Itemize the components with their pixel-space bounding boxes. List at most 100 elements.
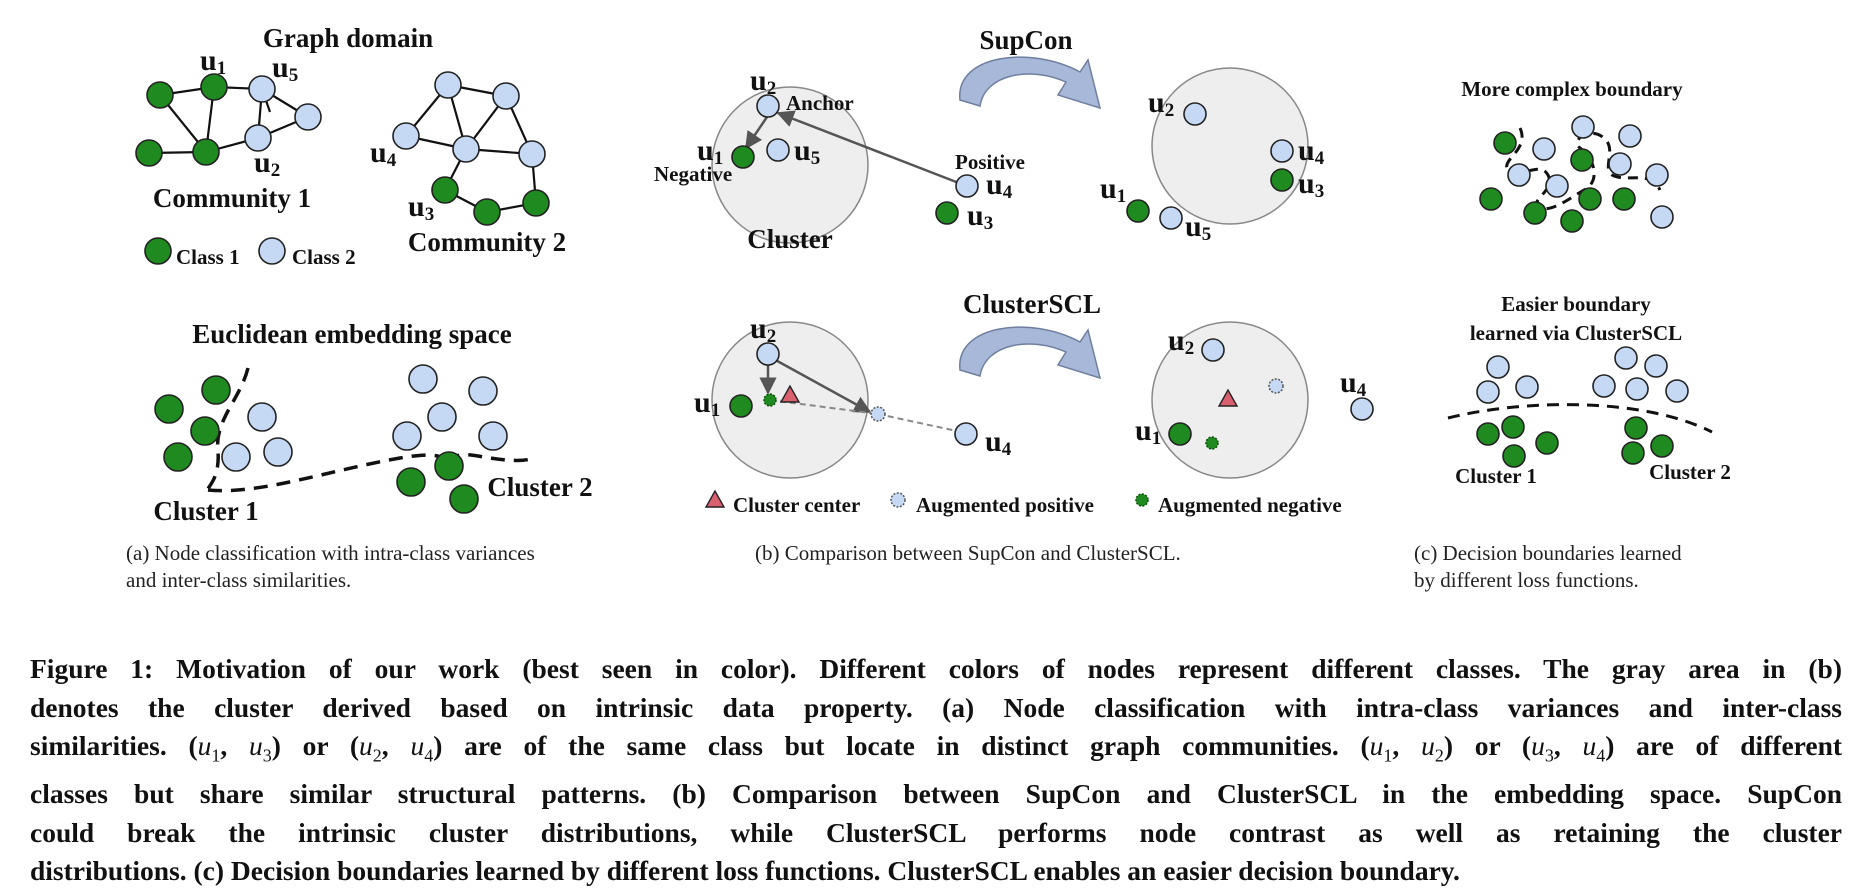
- node-class2: [1650, 205, 1674, 229]
- anchor-to-negative-arrow: [744, 113, 771, 150]
- node-class1: [201, 375, 231, 405]
- supcon-curved-arrow: [959, 56, 1102, 110]
- panel-c-caption-line-2: by different loss functions.: [1414, 568, 1639, 592]
- node-class1: [1621, 441, 1645, 465]
- label-u4: u4: [1340, 366, 1367, 401]
- node-class1: [449, 484, 479, 514]
- aug-negative-link: [769, 399, 879, 415]
- clusterscl-before-nodes: [729, 342, 978, 446]
- node-class1: [1476, 422, 1500, 446]
- node-class1: [1578, 187, 1602, 211]
- label-u1: u1: [1100, 172, 1126, 207]
- complex-boundary-title: More complex boundary: [1461, 77, 1683, 101]
- node-u2: [1201, 338, 1225, 362]
- positive-label: Positive: [955, 150, 1025, 174]
- easier-cluster-2-label: Cluster 2: [1649, 460, 1731, 484]
- label-u4: u4: [986, 168, 1013, 203]
- community-1-nodes: [135, 73, 322, 167]
- node-u1: [1168, 422, 1192, 446]
- node-class1: [473, 198, 501, 226]
- label-u2: u2: [254, 146, 280, 181]
- node-u3: [1270, 168, 1294, 192]
- supcon-cluster-before: [711, 86, 869, 244]
- supcon-after-nodes: [1126, 102, 1294, 230]
- node-class2: [392, 421, 422, 451]
- node-u5: [766, 138, 790, 162]
- complex-boundary-nodes: [1479, 115, 1674, 233]
- legend-augmented-positive-label: Augmented positive: [916, 493, 1094, 517]
- panel-a-caption-line-2: and inter-class similarities.: [126, 568, 351, 592]
- easier-boundary-title-line-1: Easier boundary: [1501, 292, 1651, 316]
- node-class2: [1618, 124, 1642, 148]
- easier-boundary-title-line-2: learned via ClusterSCL: [1470, 321, 1682, 345]
- class-legend: Class 1 Class 2: [144, 237, 356, 269]
- panel-a-caption-line-1: (a) Node classification with intra-class…: [126, 541, 535, 565]
- embedding-cluster-1-label: Cluster 1: [153, 496, 258, 526]
- augmented-positive-node: [1268, 378, 1284, 394]
- node-u4: [954, 422, 978, 446]
- node-class1: [146, 81, 174, 109]
- node-class2: [1545, 174, 1569, 198]
- panel-b-legend: Cluster center Augmented positive Augmen…: [704, 489, 1342, 517]
- community-2-label: Community 2: [408, 227, 566, 257]
- node-class2: [1665, 379, 1689, 403]
- node-class2: [1476, 380, 1500, 404]
- node-u2: [1183, 102, 1207, 126]
- node-class1: [396, 467, 426, 497]
- node-class2: [1614, 346, 1638, 370]
- label-u2: u2: [1168, 324, 1194, 359]
- caption-line-4: classes but share similar structural pat…: [30, 778, 1842, 809]
- node-class2: [294, 103, 322, 131]
- node-u1: [200, 73, 228, 101]
- node-class2: [1625, 377, 1649, 401]
- node-class2: [1592, 374, 1616, 398]
- label-u2: u2: [1148, 86, 1174, 121]
- clusterscl-curved-arrow: [959, 326, 1102, 380]
- node-class1: [1560, 209, 1584, 233]
- augmented-negative-node: [763, 393, 777, 407]
- legend-class2-label: Class 2: [292, 245, 356, 269]
- label-u2: u2: [750, 312, 776, 347]
- panel-b: SupCon Cluster u2 Anchor u1 Negative u5 …: [654, 25, 1374, 565]
- community-1-label: Community 1: [153, 183, 311, 213]
- cluster-center-marker: [779, 384, 801, 403]
- easier-boundary-nodes: [1476, 346, 1689, 468]
- node-u1: [1126, 199, 1150, 223]
- node-class1: [1501, 415, 1525, 439]
- node-class2: [221, 442, 251, 472]
- community-2-nodes: [392, 71, 550, 226]
- node-u4: [1270, 139, 1294, 163]
- node-class2: [518, 140, 546, 168]
- label-u4: u4: [1298, 134, 1325, 169]
- node-class1: [1479, 187, 1503, 211]
- node-class2: [263, 437, 293, 467]
- node-class2: [1532, 137, 1556, 161]
- supcon-before-nodes: [731, 94, 979, 225]
- supcon-cluster-label: Cluster: [747, 224, 832, 254]
- node-class1: [1493, 131, 1517, 155]
- label-u4: u4: [985, 425, 1012, 460]
- node-class2: [427, 402, 457, 432]
- easier-boundary-line: [1447, 403, 1713, 434]
- node-u5: [1159, 206, 1183, 230]
- node-u2: [244, 124, 272, 152]
- cluster-center-marker: [1217, 388, 1239, 407]
- legend-augmented-positive-swatch: [890, 492, 906, 508]
- graph-domain-title: Graph domain: [263, 23, 433, 53]
- label-u5: u5: [272, 51, 298, 86]
- node-class1: [522, 189, 550, 217]
- node-class2: [1486, 355, 1510, 379]
- panel-c-caption-line-1: (c) Decision boundaries learned: [1414, 541, 1682, 565]
- figure-1-diagram: Graph domain u1 u5 u2 Community: [126, 23, 1731, 592]
- node-u5: [248, 75, 276, 103]
- legend-class1-swatch: [144, 237, 172, 265]
- node-class2: [1608, 152, 1632, 176]
- node-class2: [434, 71, 462, 99]
- legend-augmented-negative-swatch: [1135, 493, 1149, 507]
- node-class1: [192, 138, 220, 166]
- node-class1: [1570, 148, 1594, 172]
- negative-label: Negative: [654, 162, 732, 186]
- node-u4: [392, 122, 420, 150]
- legend-class1-label: Class 1: [176, 245, 240, 269]
- aug-positive-link: [877, 413, 967, 434]
